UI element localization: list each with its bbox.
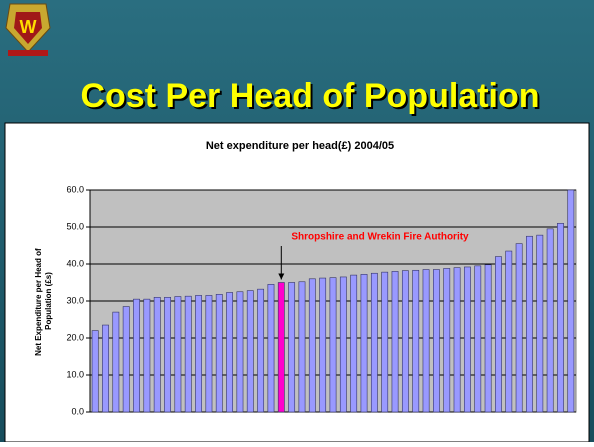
- bar: [277, 282, 285, 413]
- title-shadow: Cost Per Head of Population: [82, 79, 541, 117]
- bar: [464, 266, 471, 413]
- bar: [91, 330, 99, 413]
- bar: [443, 268, 451, 413]
- bar: [174, 296, 182, 413]
- bar: [401, 270, 409, 413]
- annotation: Shropshire and Wrekin Fire Authority: [291, 232, 469, 243]
- y-tick-label: 60.0: [66, 184, 84, 194]
- bar: [226, 292, 233, 413]
- bar: [205, 295, 213, 413]
- y-tick-label: 40.0: [66, 258, 84, 268]
- bar: [102, 324, 109, 413]
- bar: [546, 228, 554, 413]
- bar: [526, 235, 533, 413]
- bar: [381, 271, 389, 413]
- bar: [515, 243, 523, 413]
- bar: [557, 223, 564, 413]
- y-tick-label: 30.0: [66, 295, 84, 305]
- bar: [298, 281, 306, 413]
- bar: [122, 306, 130, 413]
- logo: W: [5, 3, 51, 56]
- bar: [329, 277, 337, 413]
- bar: [215, 294, 223, 413]
- bar: [350, 274, 358, 413]
- bar: [308, 278, 316, 413]
- bar: [288, 282, 296, 413]
- bar: [422, 269, 430, 413]
- bar: [484, 264, 492, 413]
- annotation-arrowhead: [278, 273, 285, 280]
- bar: [474, 265, 482, 413]
- y-axis-label-line: Net Expenditure per Head of: [34, 248, 43, 356]
- bar: [195, 295, 202, 413]
- bar: [112, 311, 120, 413]
- bar: [567, 189, 575, 413]
- bar: [246, 290, 254, 413]
- bar: [267, 284, 275, 413]
- bar: [370, 272, 378, 413]
- svg-text:W: W: [20, 17, 37, 37]
- bar: [505, 250, 513, 413]
- bar: [360, 274, 368, 413]
- bar: [184, 295, 192, 413]
- y-axis-label-line: Population (£s): [44, 272, 53, 330]
- bar: [433, 269, 440, 413]
- bar: [319, 277, 327, 413]
- bar: [143, 298, 151, 413]
- y-tick-label: 50.0: [66, 221, 84, 231]
- bar: [453, 267, 461, 413]
- bar: [495, 256, 502, 413]
- bar: [391, 271, 399, 413]
- bar: [412, 269, 420, 413]
- bar: [236, 291, 244, 413]
- chart-title: Net expenditure per head(£) 2004/05: [206, 140, 394, 152]
- y-axis-label: Net Expenditure per Head of Population (…: [34, 246, 53, 356]
- bar: [339, 276, 347, 413]
- bar: [536, 234, 544, 413]
- y-tick-label: 20.0: [66, 332, 84, 342]
- bar: [133, 298, 140, 413]
- slide-title: Cost Per Head of Population: [80, 77, 539, 115]
- y-tick-label: 0.0: [71, 406, 84, 416]
- bar: [257, 288, 265, 413]
- bar: [164, 296, 171, 413]
- bar: [153, 296, 161, 413]
- y-tick-label: 10.0: [66, 369, 84, 379]
